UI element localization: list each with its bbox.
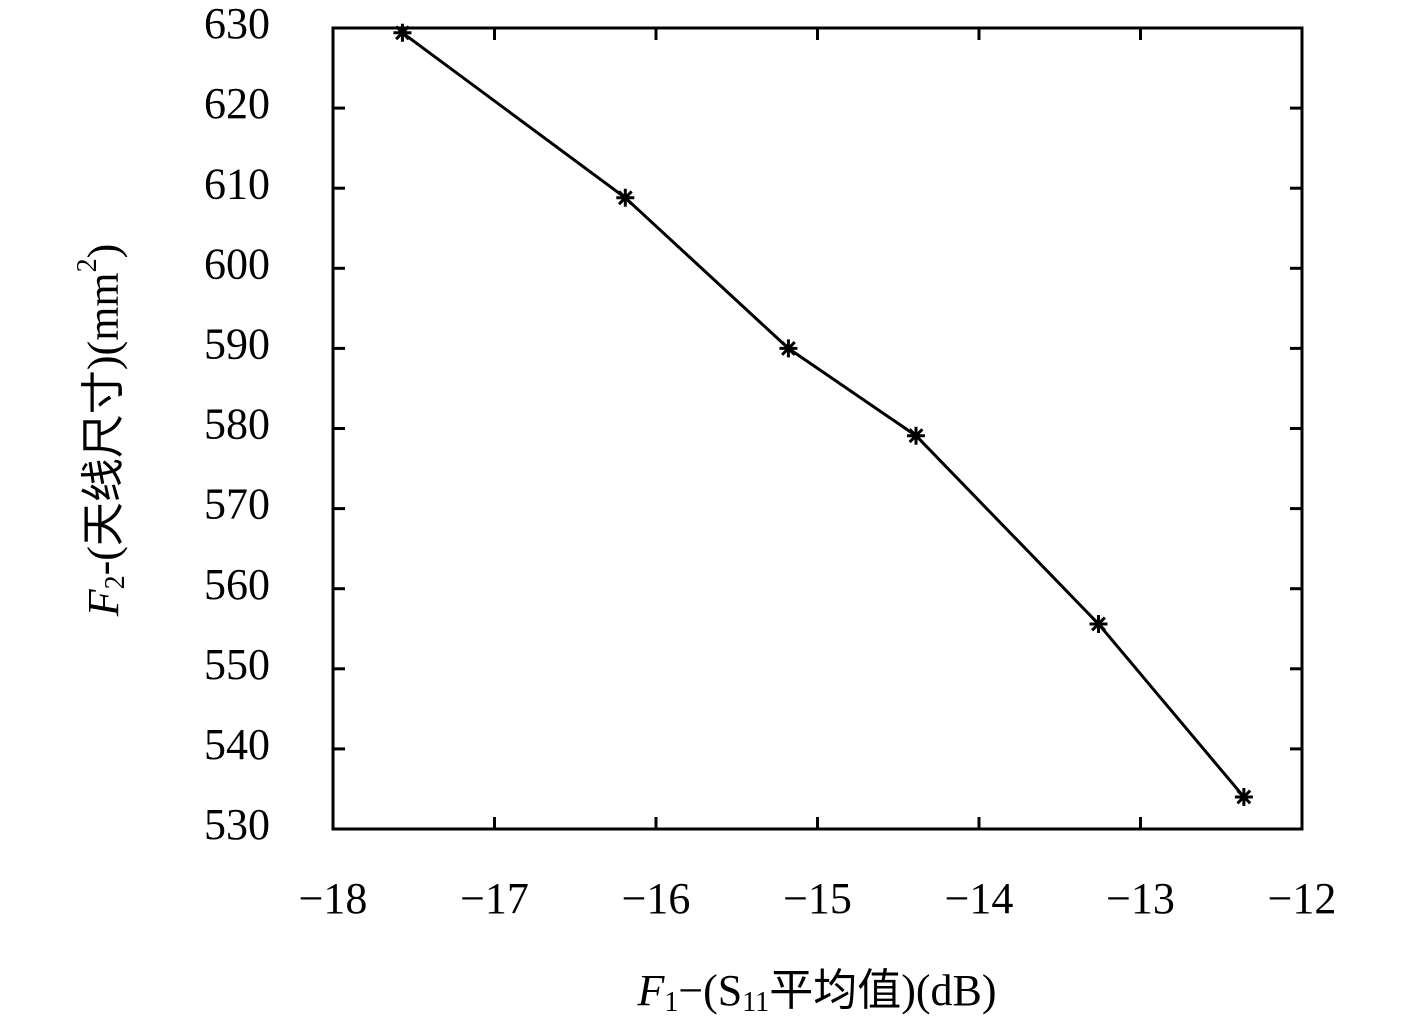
label-part: 2 — [100, 575, 131, 589]
label-part: 1 — [664, 987, 678, 1018]
label-part: ) — [79, 244, 128, 259]
label-part: 2 — [72, 258, 103, 272]
x-tick-label: −13 — [1106, 874, 1175, 923]
label-part: -(天线尺寸)(mm — [79, 272, 128, 575]
y-tick-label: 600 — [204, 239, 270, 288]
y-tick-label: 560 — [204, 560, 270, 609]
x-tick-label: −18 — [299, 874, 368, 923]
x-tick-label: −16 — [622, 874, 691, 923]
y-tick-label: 580 — [204, 400, 270, 449]
x-tick-label: −14 — [945, 874, 1014, 923]
label-part: F — [636, 966, 665, 1015]
y-tick-label: 590 — [204, 319, 270, 368]
y-tick-label: 540 — [204, 720, 270, 769]
data-line — [401, 31, 1246, 798]
plot-frame — [331, 26, 1304, 831]
data-marker — [393, 23, 412, 42]
y-tick-label: 620 — [204, 79, 270, 128]
label-part: 11 — [742, 987, 769, 1018]
y-tick-label: 630 — [204, 0, 270, 48]
x-tick-label: −15 — [783, 874, 852, 923]
data-marker — [779, 339, 798, 358]
x-tick-label: −17 — [460, 874, 529, 923]
data-marker — [1089, 614, 1108, 633]
data-marker — [907, 426, 926, 445]
y-axis-label: F2-(天线尺寸)(mm2) — [72, 244, 131, 618]
label-part: 平均值)(dB) — [769, 966, 996, 1015]
label-part: F — [79, 588, 128, 617]
data-marker — [616, 188, 635, 207]
label-part: −(S — [678, 966, 742, 1015]
y-tick-label: 530 — [204, 800, 270, 849]
x-axis-label: F1−(S11平均值)(dB) — [636, 966, 996, 1018]
data-marker — [1234, 787, 1253, 806]
y-tick-label: 550 — [204, 640, 270, 689]
y-tick-label: 610 — [204, 159, 270, 208]
x-tick-label: −12 — [1268, 874, 1337, 923]
y-tick-label: 570 — [204, 480, 270, 529]
